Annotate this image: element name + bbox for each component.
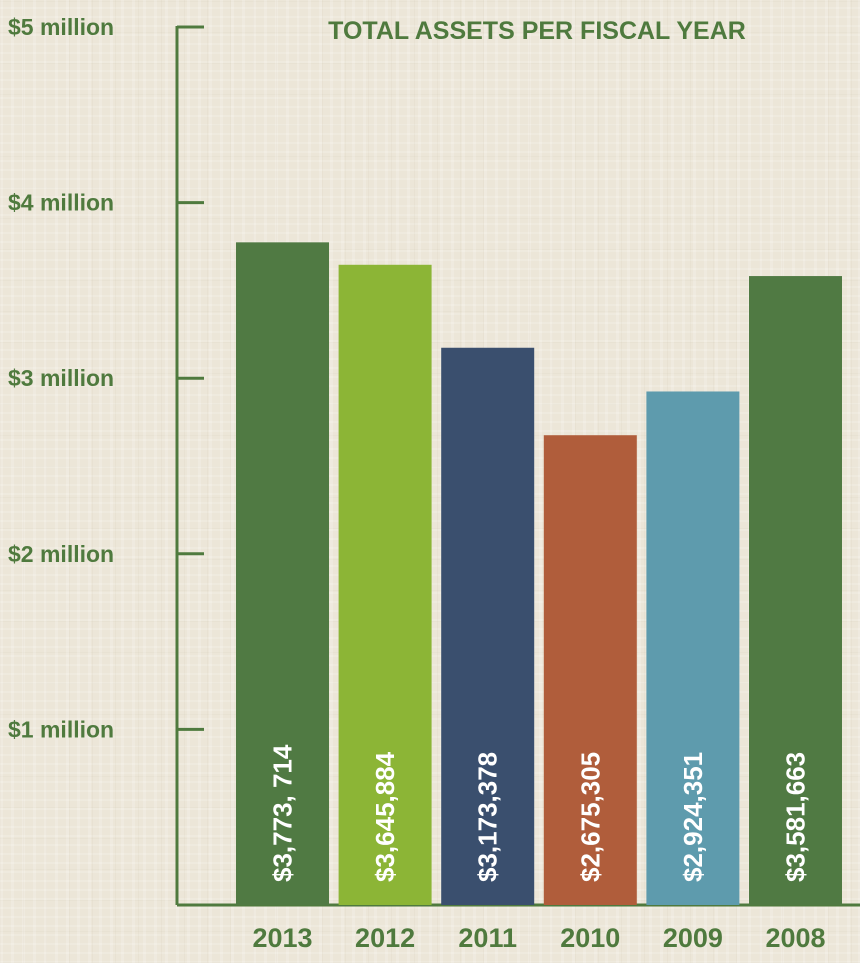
bar-value-label: $3,645,884 [370,751,400,882]
bar [543,435,637,905]
bar [646,391,740,905]
y-tick-label: $3 million [8,365,114,391]
bar [749,276,842,906]
x-tick-label: 2010 [560,923,620,953]
x-axis-labels: 2013 2012 2011 2010 2009 2008 [252,923,825,953]
y-tick-label: $1 million [8,716,114,742]
bar [236,242,329,905]
y-tick-label: $4 million [8,190,114,216]
x-tick-label: 2011 [458,923,517,953]
bar-value-label: $2,924,351 [678,752,708,882]
y-tick-label: $5 million [8,14,114,40]
x-tick-label: 2013 [252,923,312,953]
bar-value-label: $3,581,663 [781,752,811,882]
chart-title: TOTAL ASSETS PER FISCAL YEAR [328,17,746,45]
bar-value-label: $3,773, 714 [268,744,298,882]
bar [441,347,535,905]
bar [338,264,432,905]
bar-value-label: $2,675,305 [575,752,605,882]
x-tick-label: 2012 [355,923,415,953]
y-tick-label: $2 million [8,541,114,567]
x-tick-label: 2009 [663,923,723,953]
bar-value-label: $3,173,378 [473,752,503,882]
bars: $3,773, 714 $3,645,884 $3,173,378 $2,675,30… [236,242,842,906]
x-tick-label: 2008 [765,923,825,953]
